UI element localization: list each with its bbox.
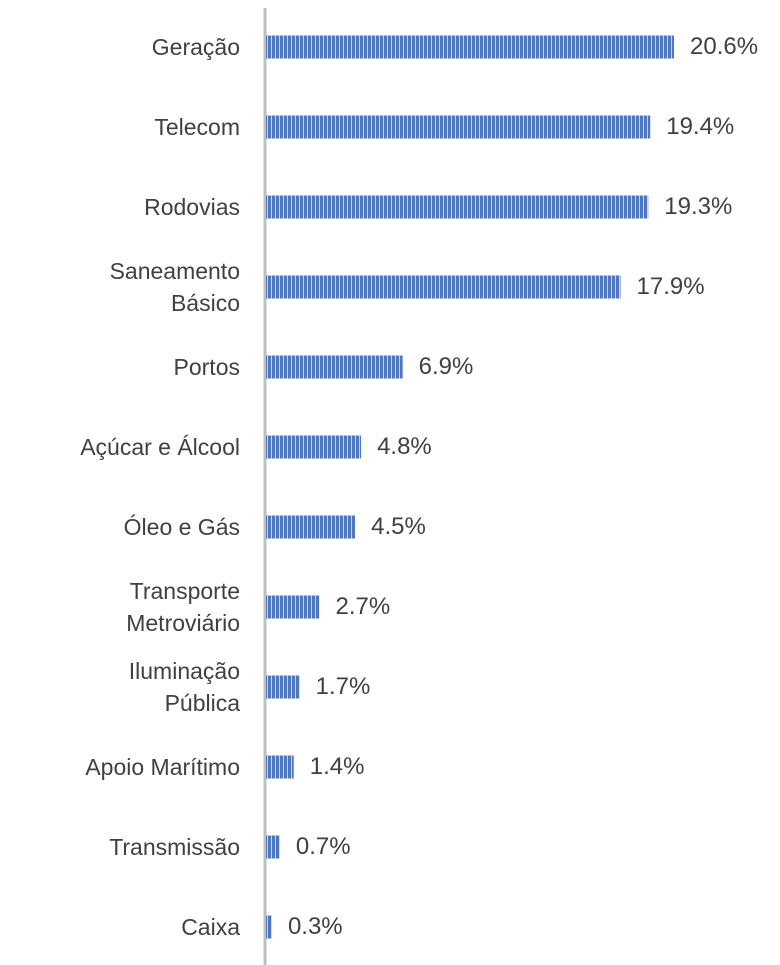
bar: [266, 435, 362, 459]
bar: [266, 835, 280, 859]
bar: [266, 195, 649, 219]
category-label: Caixa: [181, 914, 240, 940]
value-label: 19.3%: [664, 193, 733, 220]
bar: [266, 35, 674, 59]
category-label: Óleo e Gás: [123, 514, 240, 540]
category-label: Transporte Metroviário: [126, 578, 240, 636]
bar: [266, 355, 403, 379]
bar: [266, 595, 320, 619]
value-label: 1.7%: [315, 673, 371, 700]
value-label: 4.5%: [371, 513, 426, 540]
value-label: 17.9%: [636, 273, 705, 300]
bar: [266, 515, 356, 539]
bar: [266, 755, 294, 779]
category-label: Transmissão: [109, 834, 240, 860]
bar: [266, 915, 272, 939]
value-label: 1.4%: [309, 753, 365, 780]
value-label: 0.3%: [287, 913, 343, 940]
value-label: 20.6%: [690, 33, 759, 60]
category-label: Portos: [173, 354, 240, 380]
category-label: Iluminação Pública: [128, 658, 240, 716]
value-label: 6.9%: [418, 353, 474, 380]
bar: [266, 275, 621, 299]
value-label: 19.4%: [666, 113, 735, 140]
category-label: Rodovias: [144, 194, 240, 220]
category-label: Açúcar e Álcool: [80, 434, 240, 460]
bar: [266, 115, 651, 139]
category-label: Telecom: [154, 114, 240, 140]
category-label: Saneamento Básico: [109, 258, 240, 316]
value-label: 0.7%: [295, 833, 351, 860]
category-label: Apoio Marítimo: [85, 754, 240, 780]
value-label: 4.8%: [377, 433, 432, 460]
category-label: Geração: [151, 34, 240, 60]
value-label: 2.7%: [335, 593, 391, 620]
bar: [266, 675, 300, 699]
